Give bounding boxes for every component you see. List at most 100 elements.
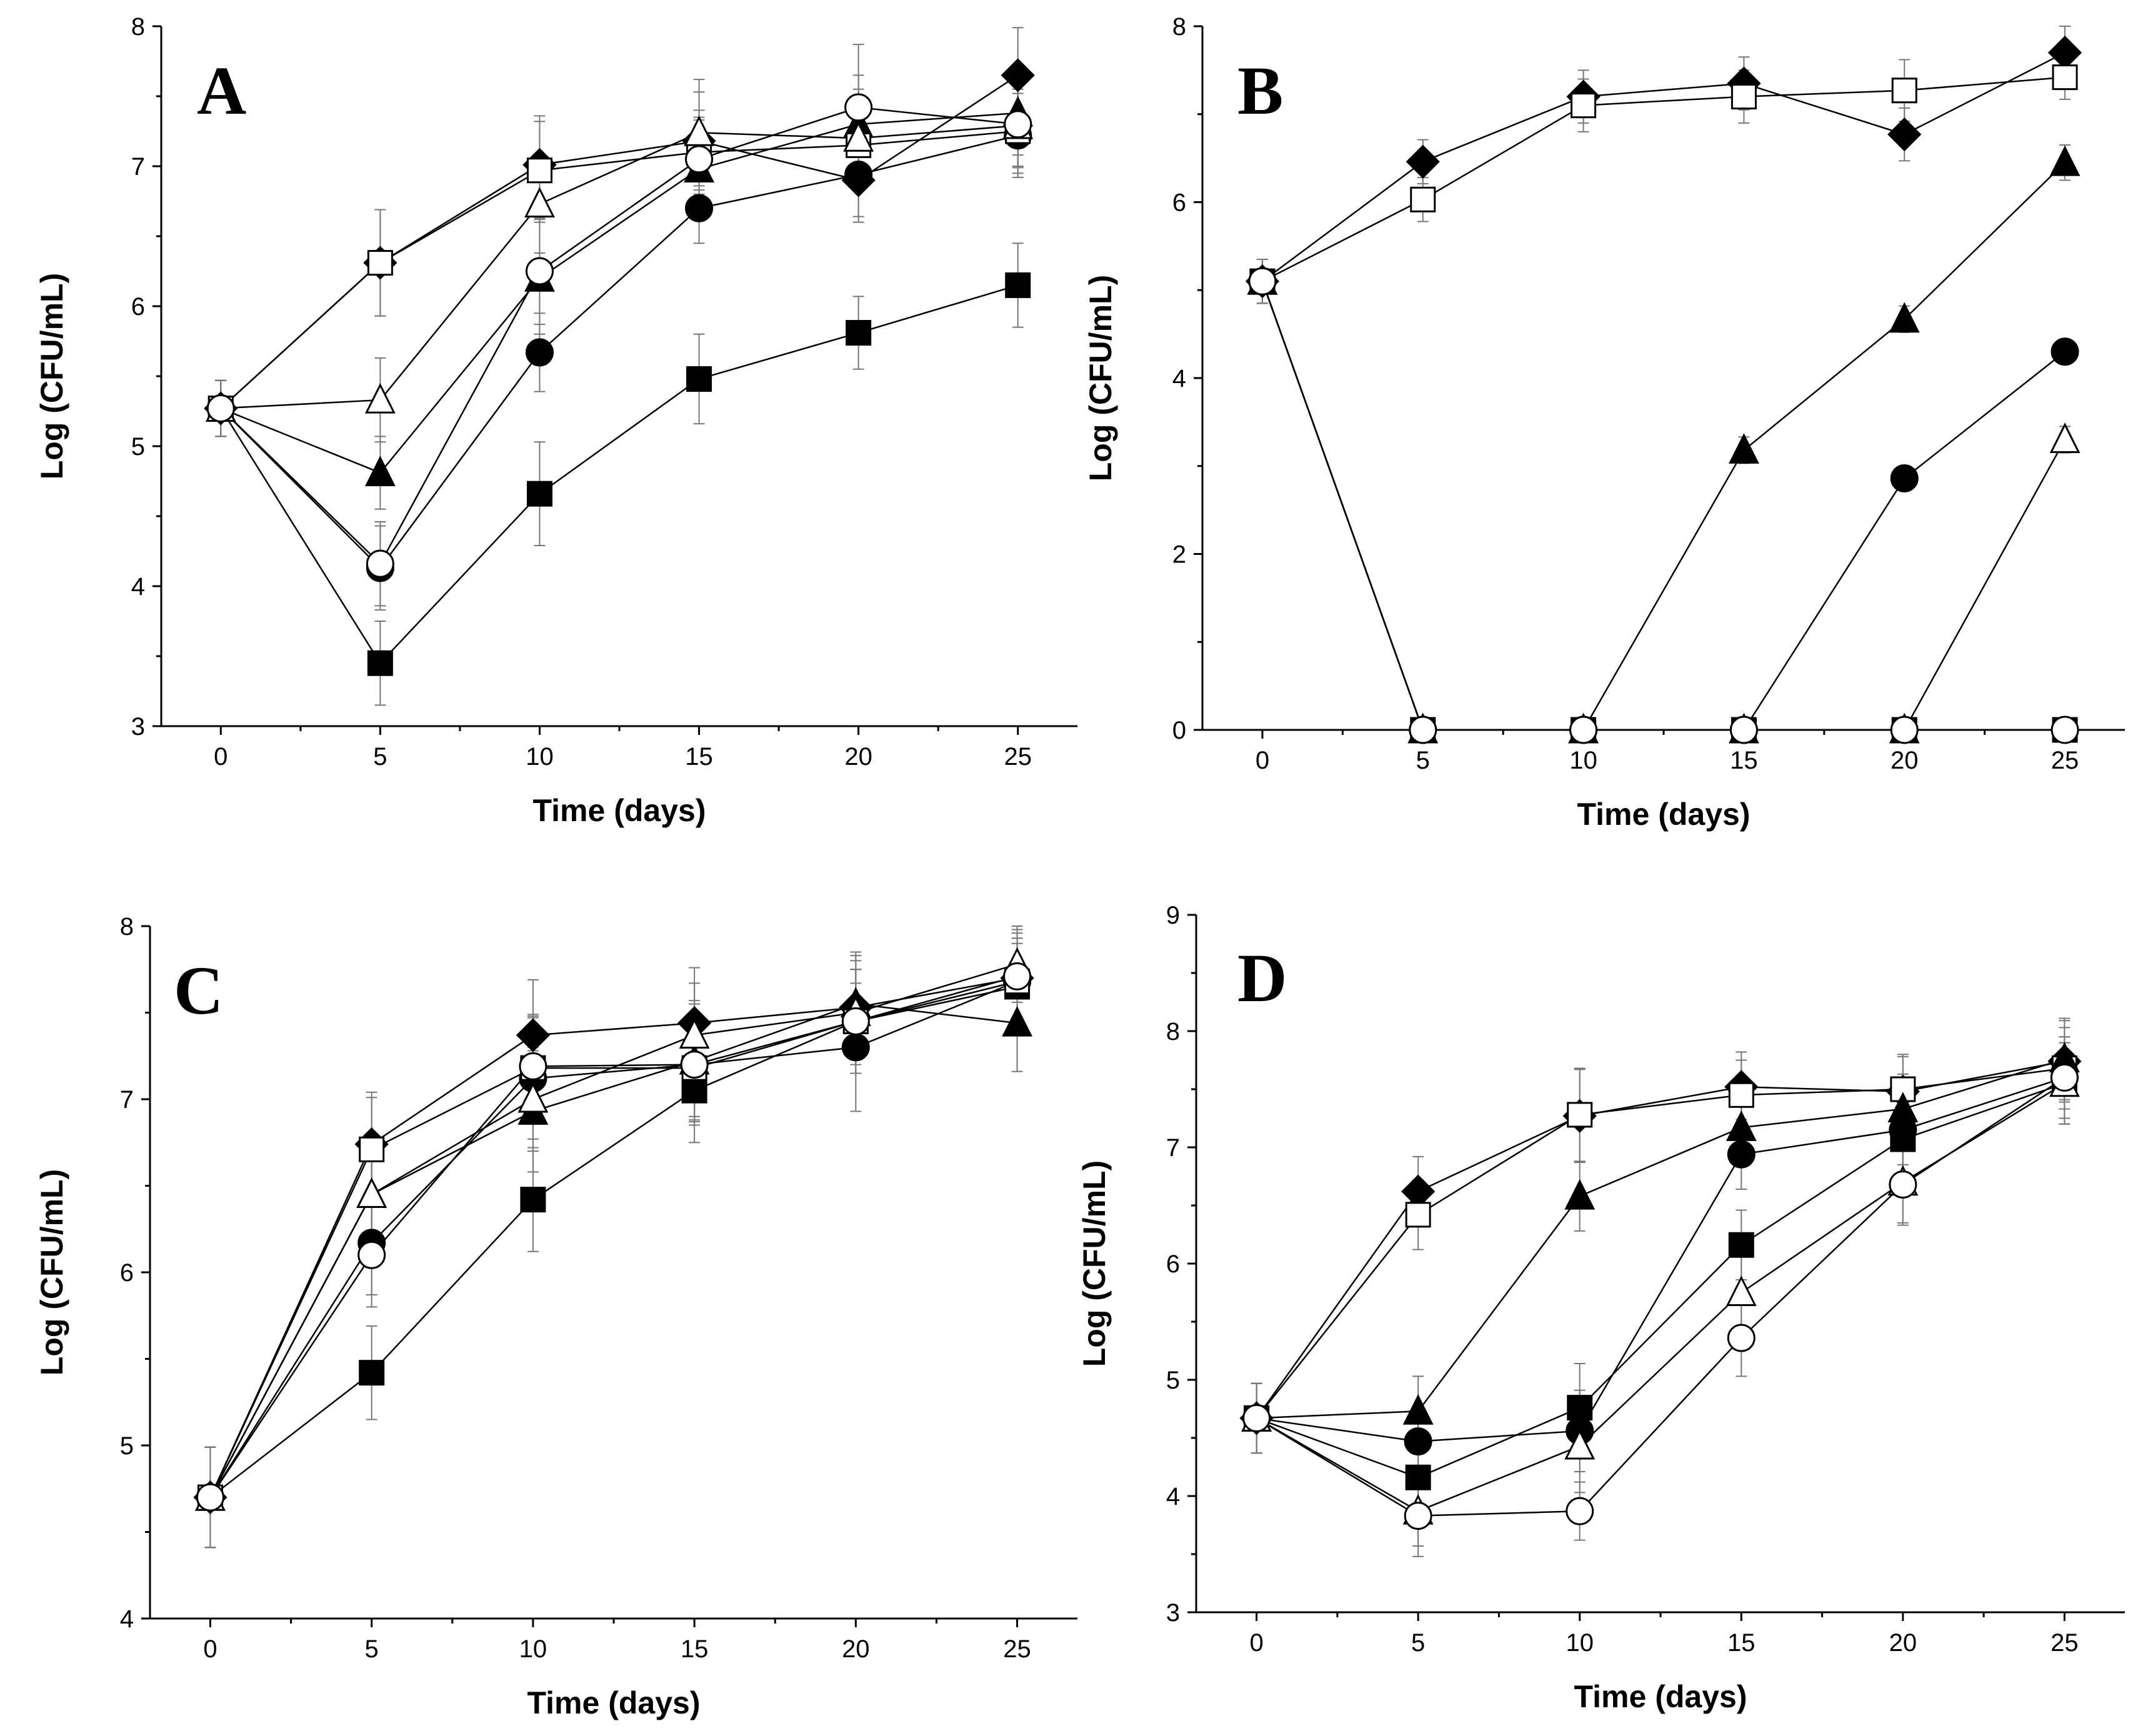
data-point-filled-diamond [1406, 144, 1440, 179]
panel-a: 3 4 5 6 7 8 0 5 10 15 20 25 Time (days) Log (CFU/mL) A [34, 13, 1077, 828]
data-point-filled-circle [685, 194, 714, 222]
panel-c: 4 5 6 7 8 0 5 10 15 20 25 Time (days) Log (CFU/mL) C [34, 913, 1077, 1720]
x-tick-label: 25 [2051, 1629, 2079, 1657]
y-tick-label: 7 [1166, 1134, 1180, 1162]
y-tick-label: 8 [131, 13, 145, 41]
series-line-open-square [1262, 76, 2066, 282]
x-tick-label: 15 [685, 743, 713, 771]
data-point-filled-circle [525, 338, 554, 367]
panel-d: 3 4 5 6 7 8 9 0 5 10 15 20 25 Time (days) Log (CFU/mL)… [1077, 902, 2125, 1714]
data-point-filled-triangle [1726, 1110, 1757, 1141]
x-tick-label: 5 [365, 1635, 379, 1663]
data-point-filled-circle [1890, 464, 1919, 492]
data-point-filled-diamond [1001, 58, 1035, 92]
y-tick-label: 4 [120, 1605, 134, 1633]
data-point-filled-triangle [364, 456, 396, 487]
data-point-open-square [359, 1136, 385, 1162]
data-point-filled-square [1890, 1126, 1916, 1152]
panel-letter: D [1237, 940, 1287, 1016]
data-point-open-square [2052, 64, 2078, 91]
y-tick-label: 6 [131, 293, 145, 321]
x-tick-label: 25 [1004, 743, 1032, 771]
y-axis-title: Log (CFU/mL) [34, 1169, 69, 1375]
data-point-open-triangle [1564, 1429, 1596, 1460]
y-tick-label: 0 [1172, 717, 1186, 744]
x-axis-title: Time (days) [533, 793, 706, 828]
x-tick-label: 15 [1730, 747, 1758, 774]
y-tick-label: 7 [131, 153, 145, 181]
x-tick-label: 25 [1003, 1635, 1031, 1663]
series-line-filled-triangle [209, 1003, 1017, 1498]
series-line-filled-square [1261, 281, 2066, 731]
data-point-filled-square [681, 1077, 707, 1104]
y-tick-label: 5 [120, 1432, 134, 1460]
y-tick-label: 7 [120, 1086, 134, 1114]
data-point-filled-triangle [1564, 1179, 1596, 1210]
x-tick-label: 10 [1569, 747, 1597, 774]
x-tick-label: 10 [519, 1635, 547, 1663]
series-line-filled-circle [220, 134, 1019, 569]
data-point-open-square [1567, 1102, 1593, 1128]
data-point-open-circle [841, 1007, 870, 1035]
data-point-filled-triangle [1889, 302, 1920, 333]
data-point-open-square [526, 157, 552, 184]
data-point-filled-square [520, 1187, 546, 1213]
data-point-open-circle [366, 549, 394, 578]
data-point-filled-triangle [1002, 1005, 1032, 1037]
data-point-open-circle [680, 1050, 709, 1079]
series-line-open-circle [1256, 1077, 2066, 1517]
data-point-open-circle [525, 257, 554, 286]
data-point-open-circle [206, 394, 235, 423]
series-line-filled-square [1256, 1082, 2065, 1479]
series-line-filled-circle [1261, 281, 2066, 731]
data-point-filled-square [367, 650, 393, 676]
data-point-open-circle [1569, 716, 1598, 744]
data-point-filled-diamond [516, 1018, 551, 1052]
data-point-open-triangle [524, 187, 555, 217]
series-line-open-circle [1261, 281, 2066, 731]
y-tick-label: 3 [1166, 1599, 1180, 1627]
panel-letter: B [1237, 52, 1283, 129]
data-point-open-circle [1729, 716, 1758, 744]
y-tick-label: 8 [1166, 1018, 1180, 1045]
x-tick-label: 20 [1891, 747, 1919, 774]
data-point-open-circle [1004, 110, 1032, 139]
x-tick-label: 15 [681, 1635, 709, 1663]
data-point-filled-triangle [1728, 433, 1759, 464]
data-point-filled-diamond [841, 163, 876, 197]
data-point-filled-square [526, 481, 552, 507]
data-point-filled-square [846, 320, 872, 346]
x-axis-title: Time (days) [1574, 1679, 1747, 1714]
data-point-open-square [1405, 1202, 1431, 1228]
series-line-open-circle [209, 975, 1017, 1498]
x-axis-title: Time (days) [527, 1685, 701, 1720]
data-point-filled-diamond [2047, 36, 2082, 70]
y-axis-title: Log (CFU/mL) [1083, 275, 1118, 481]
data-point-filled-circle [2051, 337, 2079, 366]
series-line-filled-triangle [1256, 1058, 2065, 1419]
y-tick-label: 8 [120, 913, 134, 940]
data-point-filled-circle [841, 1033, 870, 1062]
data-point-open-circle [357, 1240, 386, 1269]
data-point-open-circle [1248, 267, 1277, 296]
x-tick-label: 5 [1411, 1629, 1425, 1657]
y-tick-label: 5 [131, 433, 145, 461]
data-point-open-triangle [517, 1082, 549, 1113]
y-tick-label: 6 [120, 1259, 134, 1287]
y-tick-label: 6 [1172, 189, 1186, 217]
x-tick-label: 0 [214, 743, 227, 771]
series-line-open-circle [220, 106, 1018, 566]
data-point-open-circle [1566, 1497, 1594, 1525]
data-point-open-circle [1889, 1170, 1917, 1199]
data-point-open-triangle [356, 1177, 387, 1208]
data-point-filled-triangle [2049, 145, 2081, 176]
y-tick-label: 9 [1166, 902, 1180, 929]
y-tick-label: 4 [131, 573, 145, 601]
series-line-open-square [1256, 1067, 2065, 1419]
x-tick-label: 0 [203, 1635, 217, 1663]
data-point-open-triangle [364, 382, 396, 414]
data-point-filled-diamond [1887, 117, 1922, 152]
y-tick-label: 4 [1172, 365, 1186, 392]
data-point-filled-triangle [1402, 1394, 1434, 1425]
